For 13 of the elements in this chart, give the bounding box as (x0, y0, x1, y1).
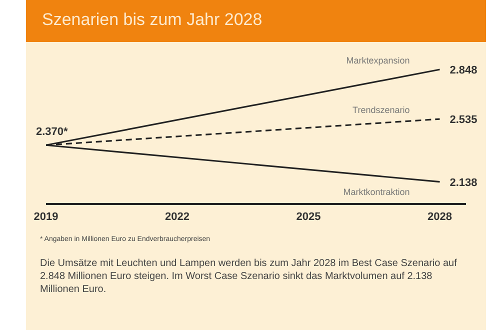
x-tick-label: 2022 (165, 210, 190, 223)
data-label: 2.535 (450, 114, 478, 126)
x-tick-label: 2025 (296, 210, 321, 223)
series-label: Marktexpansion (346, 55, 410, 66)
series-label: Marktkontraktion (343, 186, 410, 197)
chart-title: Szenarien bis zum Jahr 2028 (26, 0, 486, 42)
x-tick-label: 2019 (34, 210, 58, 223)
data-label: 2.138 (450, 176, 478, 189)
x-tick-label: 2028 (428, 210, 452, 223)
data-label: 2.370* (36, 126, 69, 138)
series-label: Trendszenario (352, 105, 410, 116)
data-label: 2.848 (450, 64, 478, 76)
text: Die Umsätze mit Leuchten und Lampen werden bis zum Jahr 2028 im Best Case Szenario auf 2.848 Millionen Euro steigen. Im Worst Case Szenario sinkt das Marktvolumen auf 2.138 Millionen Euro. (39, 257, 458, 296)
